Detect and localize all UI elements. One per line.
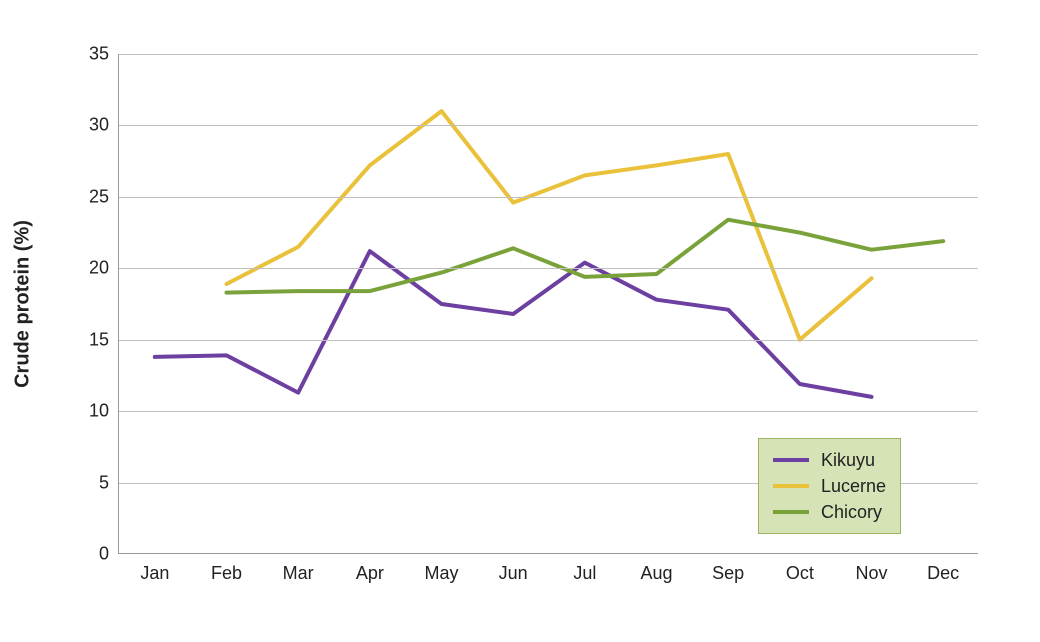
y-tick-label: 35 xyxy=(89,44,109,65)
y-axis-title: Crude protein (%) xyxy=(12,220,35,388)
series-line-chicory xyxy=(227,220,944,293)
gridline xyxy=(119,411,978,412)
legend-label: Chicory xyxy=(821,502,882,523)
x-tick-label: May xyxy=(424,563,458,584)
x-tick-label: Dec xyxy=(927,563,959,584)
y-tick-label: 10 xyxy=(89,401,109,422)
x-tick-label: Jul xyxy=(573,563,596,584)
legend: Kikuyu Lucerne Chicory xyxy=(758,438,901,534)
x-tick-label: Feb xyxy=(211,563,242,584)
legend-item: Chicory xyxy=(773,499,886,525)
x-tick-label: Sep xyxy=(712,563,744,584)
y-tick-label: 0 xyxy=(99,544,109,565)
y-tick-label: 5 xyxy=(99,472,109,493)
x-tick-label: Jan xyxy=(140,563,169,584)
legend-swatch xyxy=(773,484,809,488)
legend-item: Kikuyu xyxy=(773,447,886,473)
y-tick-label: 20 xyxy=(89,258,109,279)
x-tick-label: Oct xyxy=(786,563,814,584)
gridline xyxy=(119,268,978,269)
x-tick-label: Jun xyxy=(499,563,528,584)
gridline xyxy=(119,340,978,341)
gridline xyxy=(119,125,978,126)
y-tick-label: 25 xyxy=(89,186,109,207)
gridline xyxy=(119,197,978,198)
x-tick-label: Nov xyxy=(855,563,887,584)
y-tick-label: 15 xyxy=(89,329,109,350)
legend-item: Lucerne xyxy=(773,473,886,499)
x-tick-label: Mar xyxy=(283,563,314,584)
x-tick-label: Aug xyxy=(640,563,672,584)
gridline xyxy=(119,54,978,55)
y-tick-label: 30 xyxy=(89,115,109,136)
legend-label: Lucerne xyxy=(821,476,886,497)
chart-container: 0 5 10 15 20 25 30 35 Jan Feb Mar Apr May Jun Jul Aug Se… xyxy=(0,0,1040,642)
legend-swatch xyxy=(773,458,809,462)
x-tick-label: Apr xyxy=(356,563,384,584)
legend-swatch xyxy=(773,510,809,514)
series-line-lucerne xyxy=(227,111,872,340)
legend-label: Kikuyu xyxy=(821,450,875,471)
series-line-kikuyu xyxy=(155,251,872,397)
